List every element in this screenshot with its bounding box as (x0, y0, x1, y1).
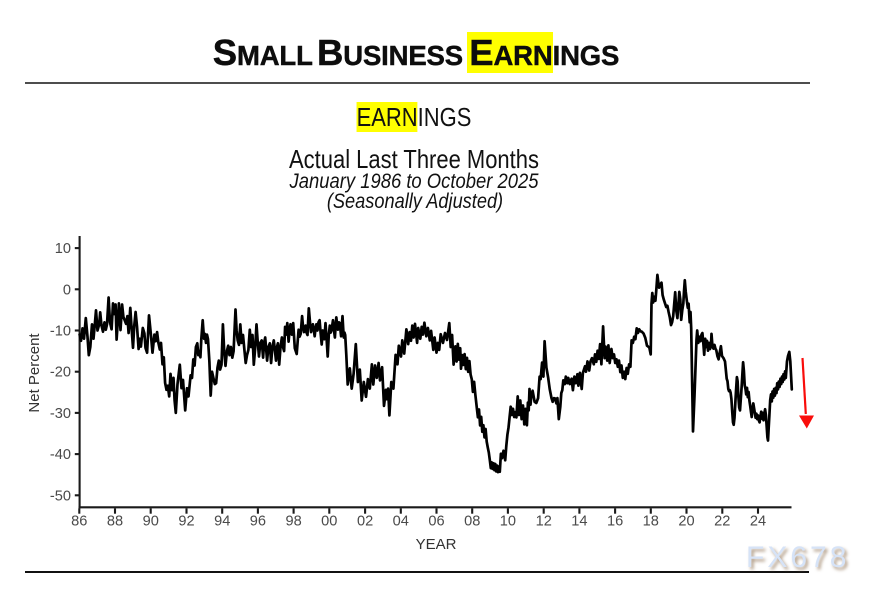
svg-text:06: 06 (428, 514, 444, 530)
svg-text:04: 04 (393, 514, 409, 530)
svg-text:14: 14 (571, 514, 587, 530)
svg-text:90: 90 (143, 514, 159, 530)
svg-text:20: 20 (678, 514, 694, 530)
svg-text:98: 98 (285, 514, 301, 530)
svg-text:10: 10 (500, 514, 516, 530)
svg-text:YEAR: YEAR (416, 536, 457, 553)
svg-text:10: 10 (55, 241, 71, 257)
svg-text:-30: -30 (50, 406, 71, 422)
svg-text:Net Percent: Net Percent (26, 333, 43, 413)
svg-text:-50: -50 (50, 488, 71, 504)
svg-text:94: 94 (214, 514, 230, 530)
svg-text:08: 08 (464, 514, 480, 530)
svg-text:22: 22 (714, 514, 730, 530)
svg-text:-40: -40 (50, 447, 71, 463)
svg-text:02: 02 (357, 514, 373, 530)
svg-text:18: 18 (643, 514, 659, 530)
svg-text:86: 86 (71, 514, 87, 530)
svg-text:24: 24 (750, 514, 766, 530)
svg-text:96: 96 (250, 514, 266, 530)
svg-text:0: 0 (63, 282, 71, 298)
svg-text:-20: -20 (50, 365, 71, 381)
svg-text:16: 16 (607, 514, 623, 530)
svg-text:88: 88 (107, 514, 123, 530)
svg-text:00: 00 (321, 514, 337, 530)
svg-text:-10: -10 (50, 324, 71, 340)
svg-text:92: 92 (178, 514, 194, 530)
svg-text:12: 12 (536, 514, 552, 530)
